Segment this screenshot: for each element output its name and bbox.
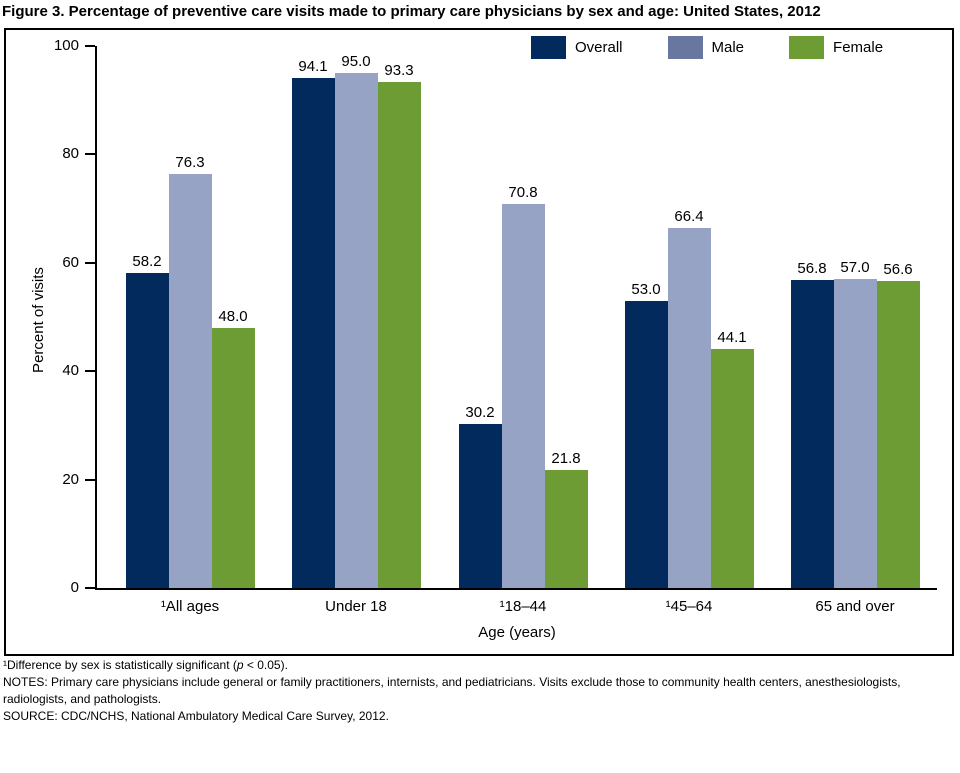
footnote-significance: ¹Difference by sex is statistically sign… (3, 657, 953, 674)
y-tick-mark (85, 478, 95, 481)
bar-overall (790, 280, 834, 588)
bar-value-label: 44.1 (717, 328, 747, 346)
legend-swatch-overall (531, 36, 566, 59)
y-tick-label: 20 (62, 470, 79, 488)
bar-male (833, 279, 877, 588)
x-category-label: ¹45–64 (665, 598, 713, 615)
bar-value-label: 57.0 (840, 259, 870, 277)
y-tick-mark (85, 370, 95, 373)
bar-value-label: 70.8 (508, 184, 538, 202)
bar-overall (624, 300, 668, 588)
legend-item: Male (667, 36, 745, 59)
bar-value-label: 76.3 (175, 154, 205, 172)
bar-value-label: 93.3 (384, 62, 414, 80)
y-tick-label: 100 (53, 37, 79, 54)
bar-overall (458, 424, 502, 588)
bar-female (211, 327, 255, 588)
x-category-label: ¹All ages (160, 598, 220, 615)
footnote-significance-post: < 0.05). (243, 658, 288, 672)
bar-value-label: 56.6 (883, 261, 913, 279)
bar-male (667, 228, 711, 588)
bar-value-label: 53.0 (631, 280, 661, 298)
chart-frame: Overall Male Female Percent of visits Age … (4, 28, 954, 656)
x-category-label: 65 and over (815, 598, 895, 615)
legend-item: Overall (531, 36, 623, 59)
legend-label: Overall (575, 39, 623, 56)
bar-value-label: 21.8 (551, 449, 581, 467)
bar-value-label: 66.4 (674, 208, 704, 226)
footnote-significance-p: p (236, 658, 244, 672)
y-axis-title: Percent of visits (30, 267, 47, 373)
legend-label: Female (833, 39, 884, 56)
bar-female (710, 348, 754, 588)
bar-female (544, 469, 588, 588)
bar-overall (291, 77, 335, 588)
bar-female (876, 281, 920, 588)
y-tick-label: 40 (62, 362, 79, 380)
bar-male (334, 73, 378, 588)
y-tick-label: 80 (62, 145, 79, 163)
footnote-source: SOURCE: CDC/NCHS, National Ambulatory Me… (3, 709, 389, 723)
x-category-label: Under 18 (325, 598, 387, 615)
footnotes: ¹Difference by sex is statistically sign… (3, 657, 953, 725)
footnote-notes: NOTES: Primary care physicians include g… (3, 675, 901, 706)
legend-item: Female (789, 36, 883, 59)
y-tick-mark (85, 45, 95, 47)
bar-overall (125, 272, 169, 588)
footnote-significance-pre: ¹Difference by sex is statistically sign… (3, 658, 237, 672)
bar-value-label: 58.2 (132, 252, 162, 270)
figure-title: Figure 3. Percentage of preventive care … (2, 3, 821, 20)
bar-value-label: 94.1 (298, 57, 328, 75)
legend-swatch-male (667, 36, 703, 59)
bar-female (377, 82, 421, 588)
y-tick-mark (85, 587, 95, 589)
bar-male (501, 204, 545, 588)
legend-label: Male (711, 39, 745, 56)
bar-value-label: 56.8 (797, 260, 827, 278)
y-tick-label: 60 (62, 253, 79, 271)
plot-area: Age (years) 0 20 40 60 80 100 58.2 94.1 30.2 53.0… (54, 37, 937, 641)
bar-value-label: 30.2 (465, 404, 495, 422)
bar-value-label: 48.0 (218, 307, 248, 325)
x-category-label: ¹18–44 (499, 598, 547, 615)
y-tick-mark (85, 261, 95, 264)
bar-male (168, 174, 212, 588)
legend: Overall Male Female (531, 36, 883, 59)
legend-swatch-female (789, 36, 825, 59)
y-tick-mark (85, 153, 95, 156)
x-axis-title: Age (years) (478, 624, 556, 641)
y-tick-label: 0 (70, 579, 79, 596)
bar-value-label: 95.0 (341, 53, 371, 71)
